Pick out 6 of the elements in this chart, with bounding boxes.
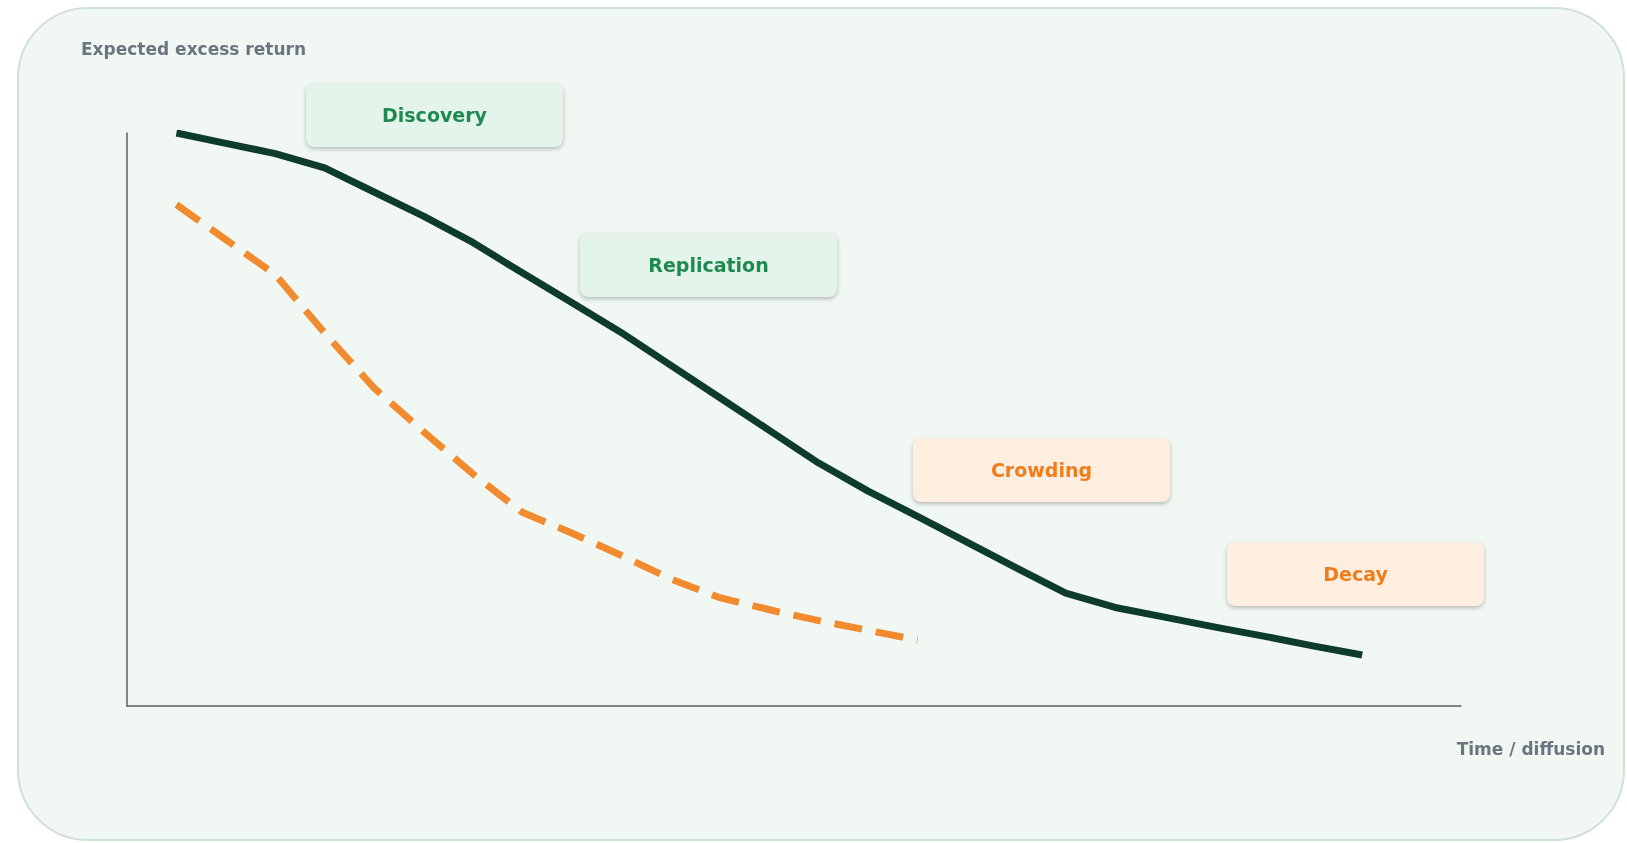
x-axis-title: Time / diffusion bbox=[1456, 738, 1605, 759]
phase-label: Crowding bbox=[913, 438, 1170, 502]
phase-label: Discovery bbox=[306, 83, 563, 147]
y-axis-title: Expected excess return bbox=[81, 38, 306, 59]
phase-label: Decay bbox=[1227, 542, 1484, 606]
phase-label: Replication bbox=[580, 233, 837, 297]
